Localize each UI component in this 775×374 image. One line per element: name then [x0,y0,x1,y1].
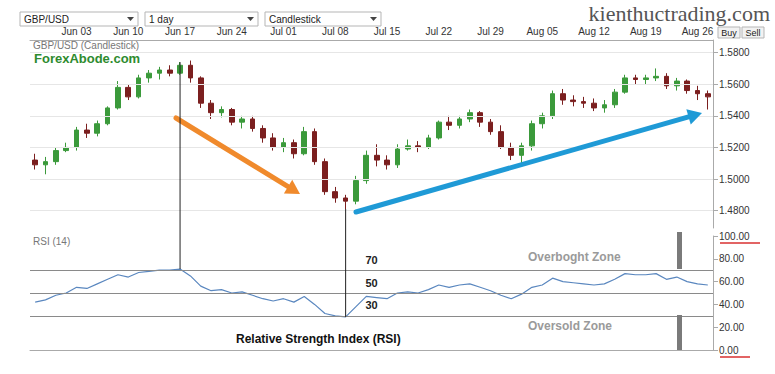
svg-text:RSI (14): RSI (14) [33,236,70,247]
svg-text:Overboght Zone: Overboght Zone [528,250,621,264]
svg-text:Buy: Buy [721,28,737,38]
svg-text:Aug 26: Aug 26 [682,26,714,37]
svg-text:0.00: 0.00 [719,345,739,356]
svg-text:20.00: 20.00 [719,322,744,333]
svg-text:1.5000: 1.5000 [719,174,750,185]
svg-text:40.00: 40.00 [719,299,744,310]
svg-text:Aug 05: Aug 05 [526,26,558,37]
svg-text:1.5800: 1.5800 [719,47,750,58]
svg-text:GBP/USD (Candlestick): GBP/USD (Candlestick) [33,40,139,51]
svg-text:50: 50 [365,277,377,289]
svg-text:1.5200: 1.5200 [719,142,750,153]
svg-text:1 day: 1 day [149,14,173,25]
svg-text:kienthuctrading.com: kienthuctrading.com [589,1,770,26]
svg-text:Jul 15: Jul 15 [374,26,401,37]
svg-text:Aug 12: Aug 12 [578,26,610,37]
svg-text:GBP/USD: GBP/USD [24,14,69,25]
svg-text:100.00: 100.00 [719,231,750,242]
svg-text:Jul 01: Jul 01 [270,26,297,37]
svg-text:60.00: 60.00 [719,276,744,287]
svg-text:Oversold Zone: Oversold Zone [528,319,612,333]
svg-text:80.00: 80.00 [719,253,744,264]
svg-text:Sell: Sell [745,28,760,38]
svg-text:Candlestick: Candlestick [269,14,322,25]
svg-text:ForexAbode.com: ForexAbode.com [34,51,140,66]
svg-text:70: 70 [365,254,377,266]
svg-text:Jun 24: Jun 24 [217,26,247,37]
svg-text:Jul 08: Jul 08 [322,26,349,37]
svg-text:Jun 17: Jun 17 [165,26,195,37]
svg-text:Aug 19: Aug 19 [630,26,662,37]
svg-text:Jun 10: Jun 10 [113,26,143,37]
svg-text:30: 30 [365,299,377,311]
svg-text:1.5400: 1.5400 [719,110,750,121]
svg-text:Jul 29: Jul 29 [477,26,504,37]
svg-text:Jun 03: Jun 03 [62,26,92,37]
svg-text:1.4800: 1.4800 [719,205,750,216]
svg-text:1.5600: 1.5600 [719,79,750,90]
svg-text:Relative Strength Index (RSI): Relative Strength Index (RSI) [236,332,401,346]
svg-text:Jul 22: Jul 22 [425,26,452,37]
